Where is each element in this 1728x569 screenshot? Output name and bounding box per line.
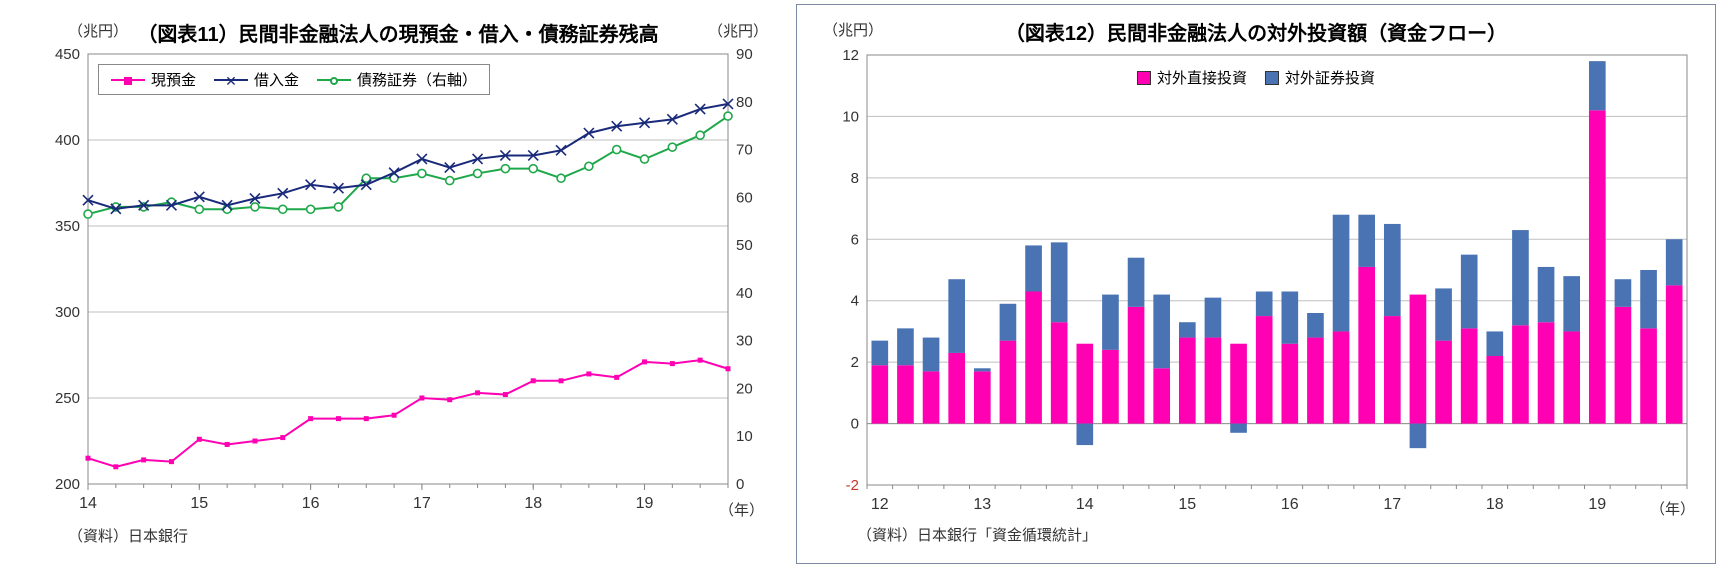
svg-text:80: 80 [736, 94, 753, 111]
svg-text:16: 16 [1281, 496, 1299, 513]
svg-text:50: 50 [736, 237, 753, 254]
svg-text:200: 200 [55, 476, 80, 493]
svg-text:-2: -2 [846, 477, 859, 494]
svg-text:19: 19 [636, 495, 654, 512]
svg-text:16: 16 [302, 495, 320, 512]
svg-text:350: 350 [55, 218, 80, 235]
svg-text:12: 12 [842, 47, 859, 64]
chart12-svg: -2 0 2 4 6 8 10 12 12 13 14 15 16 17 18 19 [797, 35, 1717, 555]
svg-text:30: 30 [736, 333, 753, 350]
chart11-svg: 200 250 300 350 400 450 0 10 20 30 40 50 60 70 80 90 14 1… [8, 34, 788, 554]
svg-text:70: 70 [736, 142, 753, 159]
chart12-panel: （兆円） （図表12）民間非金融法人の対外投資額（資金フロー） 対外直接投資 対… [796, 4, 1716, 564]
svg-text:17: 17 [413, 495, 431, 512]
svg-text:60: 60 [736, 189, 753, 206]
page: （兆円） （図表11）民間非金融法人の現預金・借入・債務証券残高 （兆円） 現預… [0, 0, 1728, 569]
svg-text:13: 13 [973, 496, 991, 513]
svg-text:40: 40 [736, 285, 753, 302]
svg-text:18: 18 [524, 495, 542, 512]
svg-text:10: 10 [842, 108, 859, 125]
svg-text:15: 15 [190, 495, 208, 512]
svg-text:300: 300 [55, 304, 80, 321]
svg-text:0: 0 [736, 476, 744, 493]
svg-text:14: 14 [79, 495, 97, 512]
chart12-source: （資料）日本銀行「資金循環統計」 [857, 524, 1097, 545]
x-unit: （年） [719, 499, 764, 520]
svg-text:4: 4 [851, 293, 859, 310]
x-unit: （年） [1650, 498, 1695, 519]
svg-text:10: 10 [736, 428, 753, 445]
chart11-source: （資料）日本銀行 [68, 525, 188, 546]
svg-text:19: 19 [1588, 496, 1606, 513]
svg-text:6: 6 [851, 231, 859, 248]
svg-text:2: 2 [851, 354, 859, 371]
svg-text:8: 8 [851, 170, 859, 187]
svg-text:20: 20 [736, 380, 753, 397]
svg-text:0: 0 [851, 416, 859, 433]
svg-text:14: 14 [1076, 496, 1094, 513]
svg-text:400: 400 [55, 132, 80, 149]
svg-text:15: 15 [1178, 496, 1196, 513]
svg-text:90: 90 [736, 46, 753, 63]
chart11-panel: （兆円） （図表11）民間非金融法人の現預金・借入・債務証券残高 （兆円） 現預… [8, 4, 788, 564]
svg-text:450: 450 [55, 46, 80, 63]
svg-text:17: 17 [1383, 496, 1401, 513]
svg-text:12: 12 [871, 496, 889, 513]
svg-text:18: 18 [1486, 496, 1504, 513]
svg-text:250: 250 [55, 390, 80, 407]
